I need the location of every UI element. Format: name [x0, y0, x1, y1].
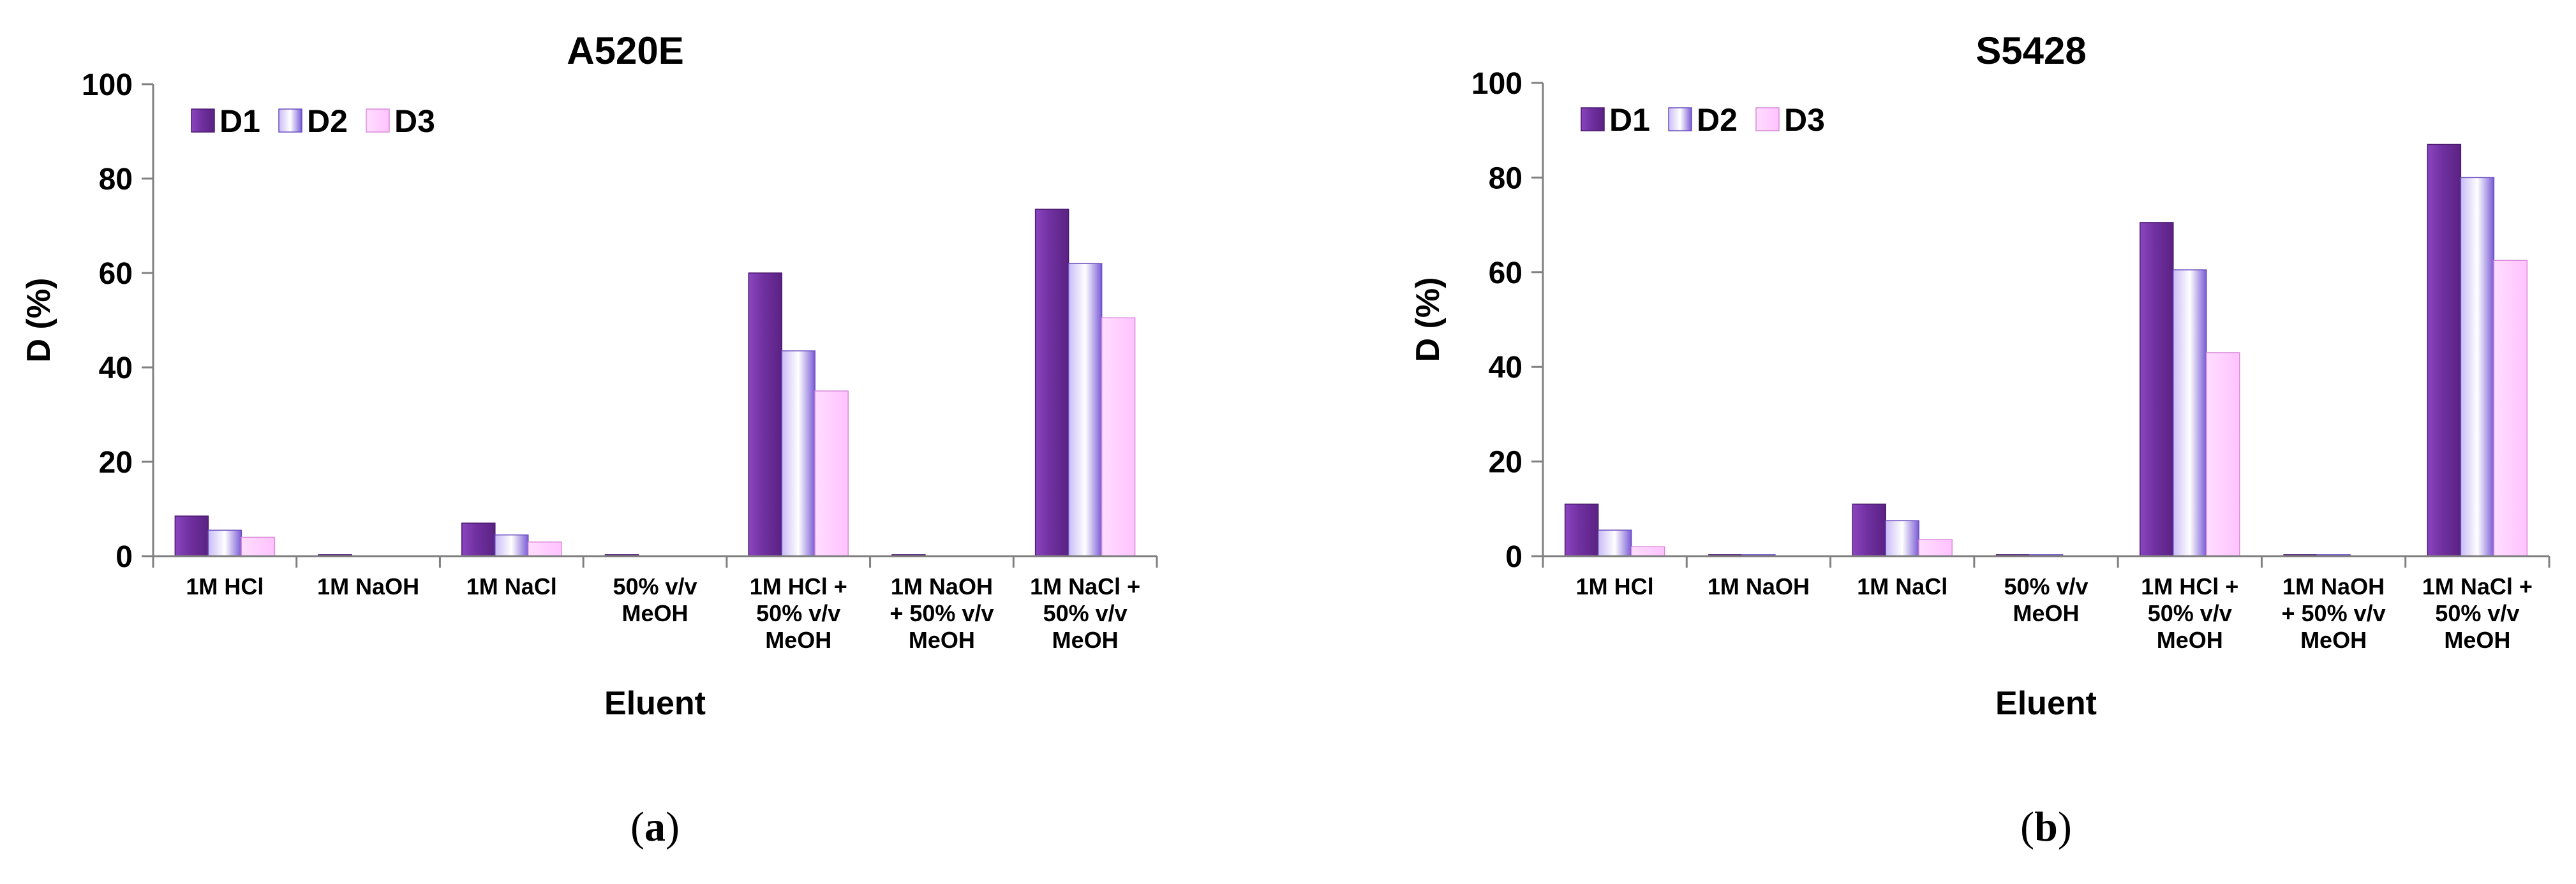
- y-tick-label: 100: [82, 68, 133, 102]
- bar-d2: [207, 529, 242, 557]
- y-axis-label: D (%): [20, 278, 57, 363]
- y-tick-label: 60: [1489, 256, 1523, 290]
- y-tick-label: 60: [99, 257, 133, 291]
- bar-d1: [461, 522, 496, 557]
- legend-label-d2: D2: [307, 103, 348, 139]
- legend-swatch-d2: [278, 108, 302, 133]
- x-tick-label: 1M NaCl: [1857, 573, 1947, 600]
- bar-d1: [1852, 503, 1886, 557]
- bar-d1: [748, 272, 782, 557]
- chart-panel-2: S5428 D (%) 0 20 40 60 80 100 1M HCl 1M NaOH 1M Na…: [1410, 29, 2550, 850]
- bar-d2: [1068, 263, 1103, 557]
- y-tick-label: 40: [1489, 351, 1523, 385]
- chart-panel-1: A520E D (%) 0 20 40 60 80 100 1M HCl 1M NaOH 1M Na…: [20, 29, 1158, 850]
- x-tick-label: 1M NaCl +50% v/v MeOH: [1030, 573, 1140, 653]
- bar-d1: [1034, 209, 1069, 557]
- panel-label: (a): [630, 804, 680, 850]
- y-tick-label: 0: [115, 540, 133, 574]
- bar-d1: [1564, 503, 1599, 557]
- legend-swatch-d2: [1668, 107, 1692, 131]
- x-tick-label: 1M NaOH: [1708, 573, 1810, 600]
- y-tick-label: 20: [1489, 446, 1523, 480]
- legend-label-d3: D3: [1784, 102, 1825, 138]
- x-tick-label: 50% v/v MeOH: [613, 573, 697, 626]
- y-tick-label: 40: [99, 351, 133, 385]
- y-tick-label: 80: [1489, 161, 1523, 195]
- y-tick-label: 0: [1505, 540, 1523, 574]
- bar-d3: [2206, 352, 2240, 557]
- bar-d3: [1101, 317, 1136, 557]
- panel-label: (b): [2020, 804, 2072, 850]
- y-tick-label: 20: [99, 446, 133, 480]
- bar-d3: [1630, 546, 1665, 557]
- chart-title: S5428: [1976, 29, 2087, 72]
- x-tick-label: 1M NaCl +50% v/v MeOH: [2422, 573, 2533, 653]
- x-tick-label: 1M NaCl: [466, 573, 557, 600]
- y-axis-label: D (%): [1410, 277, 1447, 362]
- legend: D1 D2 D3: [191, 103, 435, 139]
- bar-d3: [814, 390, 849, 557]
- bar-d3: [241, 536, 276, 557]
- x-tick-label: 50% v/v MeOH: [2004, 573, 2088, 626]
- legend-label-d1: D1: [1609, 102, 1650, 138]
- y-tick-label: 100: [1471, 67, 1523, 101]
- x-tick-label: 1M HCl +50% v/v MeOH: [2141, 573, 2238, 653]
- legend-label-d2: D2: [1697, 102, 1738, 138]
- bar-d2: [781, 350, 815, 557]
- bar-d2: [495, 534, 529, 557]
- x-tick-label: 1M HCl: [1576, 573, 1654, 600]
- bar-d2: [1597, 529, 1632, 557]
- bar-d1: [2427, 144, 2462, 557]
- x-axis-label: Eluent: [1995, 685, 2097, 722]
- bar-d3: [1918, 539, 1953, 557]
- x-axis-label: Eluent: [604, 685, 706, 722]
- legend-swatch-d3: [366, 108, 390, 133]
- legend: D1 D2 D3: [1581, 102, 1825, 138]
- bar-d2: [2173, 269, 2207, 557]
- bar-d2: [2460, 177, 2495, 557]
- legend-label-d3: D3: [394, 103, 435, 139]
- legend-swatch-d1: [191, 108, 215, 133]
- x-tick-label: 1M HCl: [186, 573, 264, 600]
- legend-swatch-d1: [1581, 107, 1605, 131]
- bar-d3: [528, 541, 562, 557]
- legend-swatch-d3: [1755, 107, 1780, 131]
- legend-label-d1: D1: [220, 103, 260, 139]
- x-tick-label: 1M NaOH: [317, 573, 419, 600]
- chart-title: A520E: [567, 29, 683, 72]
- bar-d1: [174, 515, 209, 557]
- bar-d1: [2140, 222, 2174, 557]
- y-tick-label: 80: [99, 163, 133, 196]
- bar-d3: [2493, 260, 2528, 557]
- bar-d2: [1885, 520, 1919, 557]
- x-tick-label: 1M NaOH + 50% v/v MeOH: [2282, 573, 2386, 653]
- x-tick-label: 1M NaOH + 50% v/v MeOH: [890, 573, 994, 653]
- x-tick-label: 1M HCl +50% v/v MeOH: [750, 573, 847, 653]
